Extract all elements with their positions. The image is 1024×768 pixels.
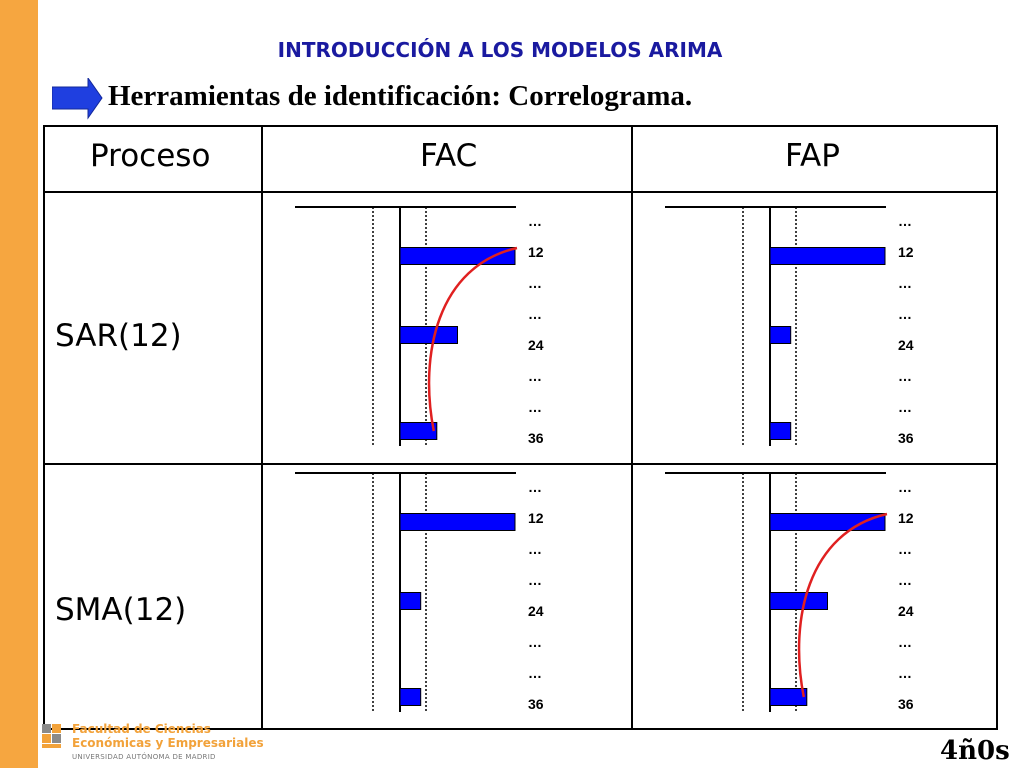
sar-fap-correlogram: … 12 … … 24 … … 36 bbox=[665, 206, 914, 446]
lag-label: 12 bbox=[898, 510, 914, 526]
lag-label: … bbox=[898, 213, 912, 229]
row-label-sar12: SAR(12) bbox=[55, 318, 182, 354]
bar-lag-36 bbox=[769, 688, 808, 706]
bar-lag-24 bbox=[769, 592, 828, 610]
decay-curve bbox=[427, 246, 518, 432]
lag-label: 36 bbox=[898, 430, 914, 446]
sma-fac-correlogram: … 12 … … 24 … … 36 bbox=[295, 472, 544, 712]
lag-label: 36 bbox=[528, 430, 544, 446]
bar-lag-12 bbox=[769, 513, 886, 531]
page-title: INTRODUCCIÓN A LOS MODELOS ARIMA bbox=[277, 38, 723, 62]
arrow-right-icon bbox=[52, 78, 103, 120]
sar-fac-correlogram: … 12 … … 24 … … 36 bbox=[295, 206, 544, 446]
lag-label: 12 bbox=[528, 244, 544, 260]
bar-lag-36 bbox=[399, 422, 438, 440]
lag-label: 24 bbox=[528, 337, 544, 353]
lag-label: … bbox=[898, 399, 912, 415]
bar-lag-12 bbox=[399, 247, 516, 265]
lag-label: … bbox=[528, 634, 542, 650]
brand-mark: 4ñ0s bbox=[940, 736, 1010, 766]
logo-line-2: Económicas y Empresariales bbox=[72, 736, 264, 750]
lag-label: … bbox=[528, 213, 542, 229]
bar-lag-24 bbox=[769, 326, 792, 344]
lag-label: 12 bbox=[528, 510, 544, 526]
lag-label: … bbox=[898, 368, 912, 384]
lag-label: … bbox=[528, 306, 542, 322]
logo-line-1: Facultad de Ciencias bbox=[72, 722, 211, 736]
lag-label: … bbox=[528, 665, 542, 681]
lag-label: 12 bbox=[898, 244, 914, 260]
lag-label: … bbox=[898, 634, 912, 650]
row-label-sma12: SMA(12) bbox=[55, 592, 187, 628]
lag-label: … bbox=[898, 275, 912, 291]
lag-label: 36 bbox=[898, 696, 914, 712]
lag-label: 36 bbox=[528, 696, 544, 712]
lag-label: 24 bbox=[528, 603, 544, 619]
correlogram-table bbox=[43, 125, 998, 730]
lag-label: 24 bbox=[898, 603, 914, 619]
header-proceso: Proceso bbox=[90, 138, 211, 174]
lag-label: … bbox=[528, 399, 542, 415]
header-fap: FAP bbox=[785, 138, 840, 174]
sma-fap-correlogram: … 12 … … 24 … … 36 bbox=[665, 472, 914, 712]
bar-lag-36 bbox=[769, 422, 792, 440]
logo-line-3: UNIVERSIDAD AUTÓNOMA DE MADRID bbox=[72, 753, 216, 761]
lag-label: … bbox=[898, 665, 912, 681]
lag-label: … bbox=[898, 572, 912, 588]
lag-label: … bbox=[898, 479, 912, 495]
lag-label: … bbox=[898, 541, 912, 557]
bar-lag-36 bbox=[399, 688, 422, 706]
lag-label: … bbox=[528, 368, 542, 384]
header-fac: FAC bbox=[420, 138, 478, 174]
slide-subtitle: Herramientas de identificación: Correlog… bbox=[108, 80, 693, 112]
lag-label: … bbox=[528, 479, 542, 495]
bar-lag-24 bbox=[399, 592, 422, 610]
bar-lag-12 bbox=[769, 247, 886, 265]
sidebar-accent bbox=[0, 0, 38, 768]
bar-lag-12 bbox=[399, 513, 516, 531]
faculty-logo-icon bbox=[42, 724, 61, 748]
lag-label: … bbox=[898, 306, 912, 322]
lag-label: … bbox=[528, 541, 542, 557]
lag-label: … bbox=[528, 572, 542, 588]
lag-label: 24 bbox=[898, 337, 914, 353]
decay-curve bbox=[797, 512, 888, 698]
bar-lag-24 bbox=[399, 326, 458, 344]
lag-label: … bbox=[528, 275, 542, 291]
